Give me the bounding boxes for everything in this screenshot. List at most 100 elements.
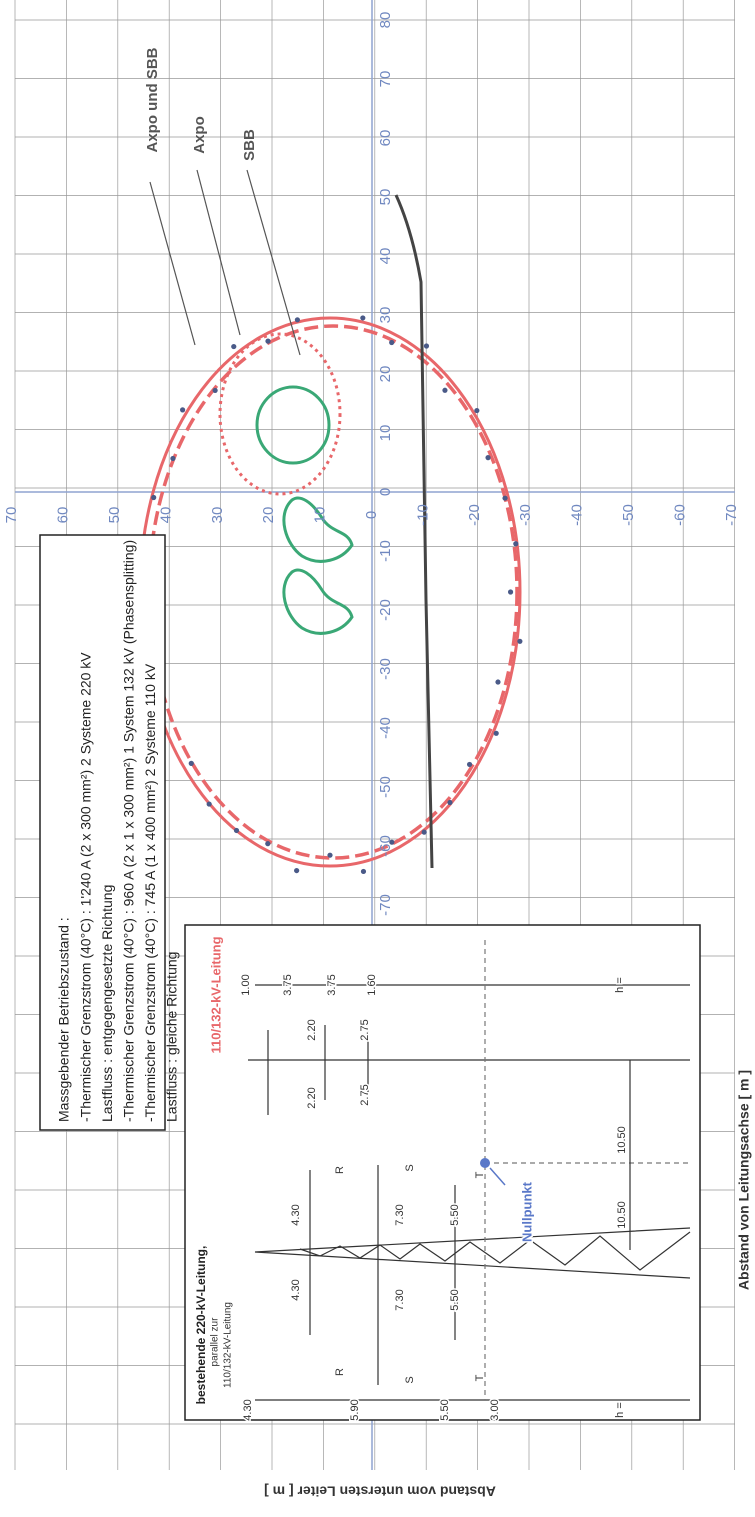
- dot: [170, 455, 176, 462]
- contour-sbb: [218, 332, 342, 496]
- green-circle: [255, 385, 331, 465]
- dot: [212, 387, 218, 394]
- inset-label: parallel zur: [210, 1317, 221, 1367]
- inset-label: 1.60: [366, 974, 378, 995]
- distance-tick-label: 20: [377, 366, 394, 383]
- inset-label: 1.00: [240, 974, 252, 995]
- info-line: Lastfluss : entgegengesetzte Richtung: [99, 885, 115, 1122]
- inset-label: 4.30: [290, 1279, 302, 1300]
- distance-tick-label: -50: [377, 776, 394, 798]
- dot: [188, 760, 194, 766]
- inset-label: S: [404, 1164, 416, 1171]
- dot: [294, 867, 300, 874]
- dot: [493, 730, 499, 736]
- inset-label: 110/132-kV-Leitung: [208, 936, 223, 1053]
- height-tick-label: -10: [414, 504, 431, 526]
- nullpunkt-marker: [480, 1158, 490, 1168]
- dot: [327, 852, 333, 858]
- inset-label: 2.75: [359, 1084, 371, 1105]
- distance-tick-label: 60: [377, 130, 394, 147]
- distance-tick-label: 0: [377, 488, 394, 496]
- height-tick-label: -30: [517, 504, 534, 526]
- tower: [248, 940, 691, 1401]
- dot: [231, 343, 237, 350]
- inset-label: h =: [614, 1402, 626, 1418]
- contour-axpo: [147, 324, 519, 860]
- height-tick-label: -20: [466, 504, 483, 526]
- inset-label: 110/132-kV-Leitung: [223, 1302, 234, 1388]
- nullpunkt-arrow: [489, 1167, 506, 1186]
- texts: 80 70 60 50 40 30 20 10 0 -10 -20 -30 -40 -50 -60 -70 70…: [3, 12, 752, 1500]
- inset-label: 3.75: [326, 974, 338, 995]
- height-tick-label: -40: [569, 504, 586, 526]
- dot: [466, 761, 473, 768]
- dot: [502, 495, 508, 501]
- inset-label: 4.30: [242, 1399, 254, 1420]
- dot: [294, 317, 301, 323]
- distance-tick-label: 10: [377, 425, 394, 442]
- dot: [421, 829, 427, 835]
- inset-label: 5.50: [449, 1204, 461, 1225]
- height-tick-label: 10: [312, 507, 329, 524]
- info-line: -Thermischer Grenzstrom (40°C) : 745 A (…: [142, 663, 158, 1122]
- inset-label: 10.50: [616, 1126, 628, 1154]
- info-line: -Thermischer Grenzstrom (40°C) : 1'240 A…: [78, 652, 94, 1122]
- distance-tick-label: 30: [377, 307, 394, 324]
- dot: [206, 801, 212, 807]
- lattice: [299, 1231, 691, 1271]
- distance-tick-label: -20: [377, 599, 394, 621]
- dot: [360, 315, 366, 321]
- conductor-line: [394, 194, 434, 869]
- height-tick-label: -50: [620, 504, 637, 526]
- height-tick-label: 50: [106, 507, 123, 524]
- distance-tick-label: 80: [377, 12, 394, 29]
- inset-label: 2.20: [306, 1019, 318, 1040]
- legend-label: Axpo: [191, 116, 208, 154]
- distance-tick-label: 40: [377, 248, 394, 265]
- info-line: Lastfluss : gleiche Richtung: [164, 952, 180, 1122]
- dot: [517, 638, 523, 644]
- info-heading: Massgebender Betriebszustand :: [56, 917, 72, 1122]
- inset-label: 2.75: [359, 1019, 371, 1040]
- inset-label: 2.20: [306, 1087, 318, 1108]
- inset-label: 5.50: [449, 1289, 461, 1310]
- inset-label: 7.30: [394, 1289, 406, 1310]
- dot: [474, 407, 480, 414]
- legend-label: SBB: [241, 129, 258, 161]
- inset-label: 10.50: [616, 1201, 628, 1229]
- height-tick-label: 20: [260, 507, 277, 524]
- inset-label: S: [404, 1376, 416, 1383]
- dot: [513, 541, 519, 547]
- inset-label: 3.00: [489, 1399, 501, 1420]
- inset-label: Nullpunkt: [519, 1181, 534, 1242]
- leader-line: [246, 169, 301, 356]
- info-box: [39, 534, 166, 1131]
- dot: [265, 841, 271, 847]
- green-contour: [282, 568, 354, 635]
- distance-tick-label: 50: [377, 189, 394, 206]
- inset-label: 5.90: [349, 1399, 361, 1420]
- height-tick-label: 0: [363, 511, 380, 519]
- info-line: -Thermischer Grenzstrom (40°C) : 960 A (…: [121, 540, 137, 1122]
- tower-outline: [254, 1227, 691, 1279]
- contour-axpo-sbb: [138, 316, 522, 868]
- height-tick-label: -70: [723, 504, 740, 526]
- dot: [507, 589, 514, 595]
- dot: [485, 455, 491, 461]
- dot: [151, 494, 157, 501]
- leader-line: [196, 169, 241, 336]
- distance-tick-label: -10: [377, 540, 394, 562]
- inset-label: T: [474, 1171, 486, 1178]
- inset-label: 7.30: [394, 1204, 406, 1225]
- dot: [360, 868, 367, 875]
- distance-tick-label: 70: [377, 71, 394, 88]
- distance-tick-label: -30: [377, 658, 394, 680]
- leader-line: [149, 181, 196, 346]
- inset-label: 5.50: [439, 1399, 451, 1420]
- dot: [495, 679, 501, 685]
- dot: [179, 407, 186, 413]
- dot: [233, 827, 240, 834]
- dot: [389, 839, 395, 845]
- inset-label: T: [474, 1374, 486, 1381]
